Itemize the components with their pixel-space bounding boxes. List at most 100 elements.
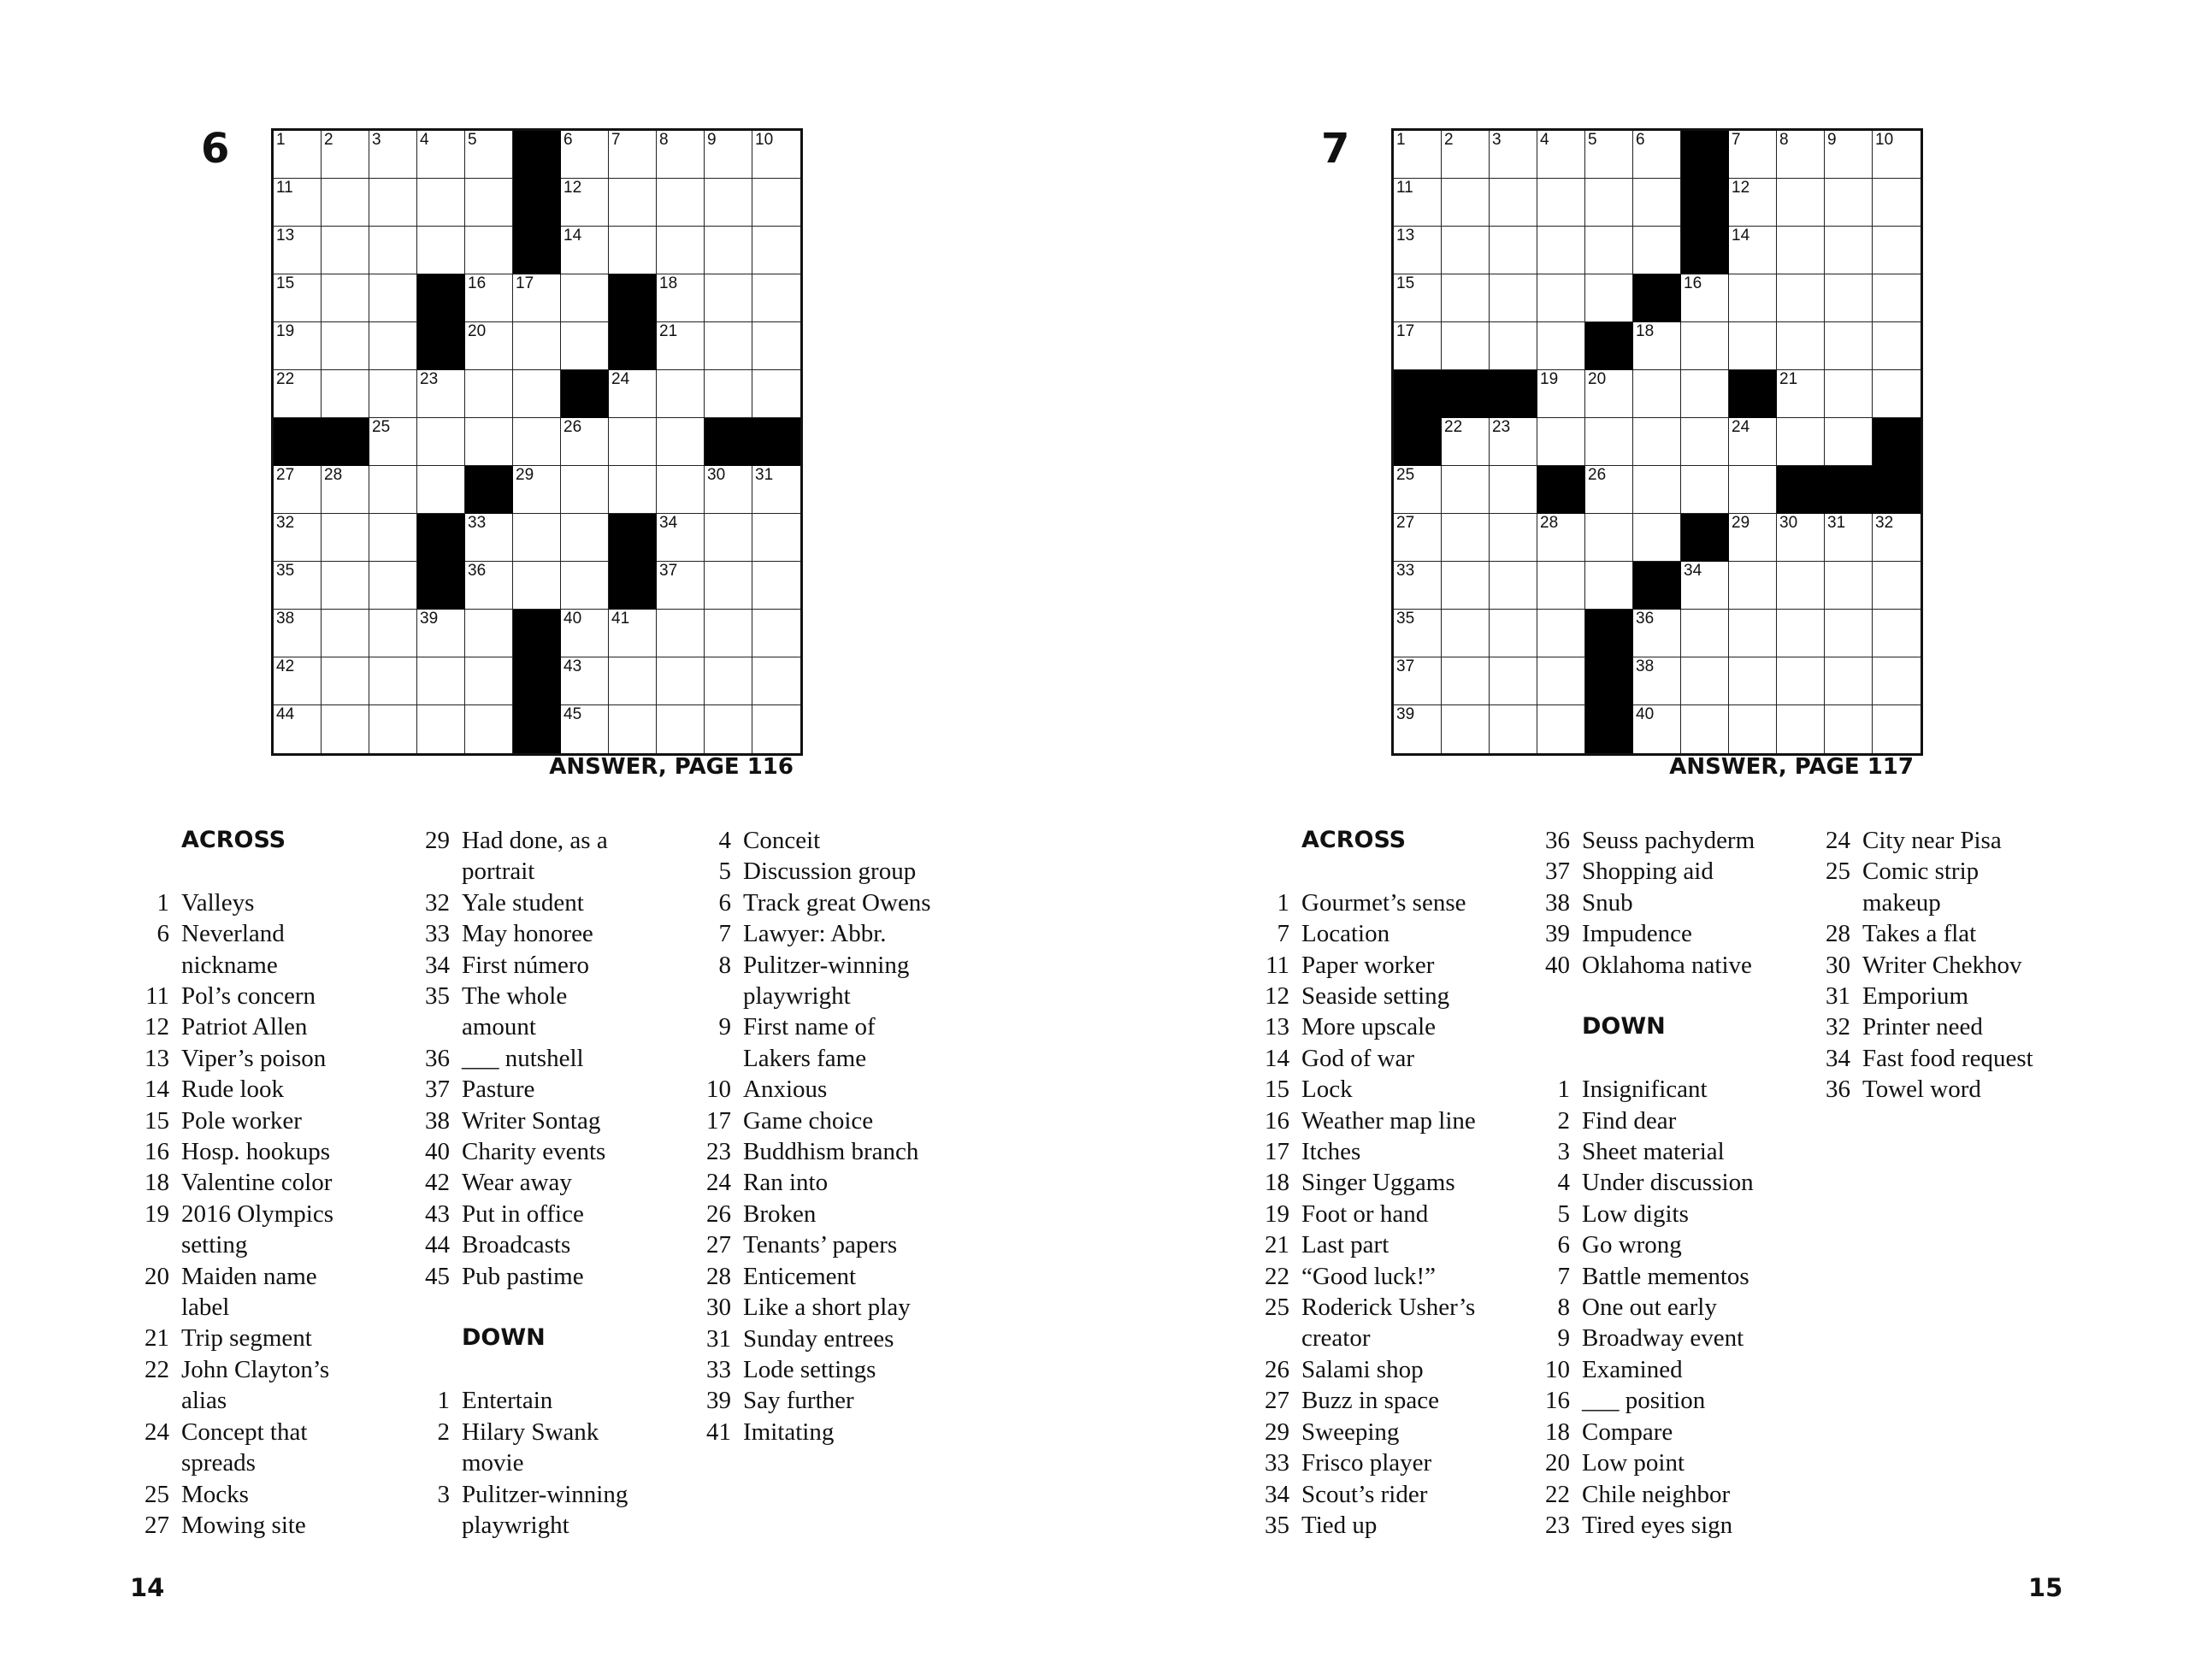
grid-cell[interactable] <box>657 227 705 274</box>
grid-cell[interactable] <box>417 705 465 753</box>
grid-cell[interactable] <box>1490 227 1537 274</box>
grid-cell[interactable] <box>705 610 752 657</box>
grid-cell[interactable] <box>1537 562 1585 610</box>
grid-cell[interactable]: 5 <box>465 131 513 179</box>
grid-cell[interactable]: 31 <box>752 466 800 514</box>
grid-cell[interactable]: 33 <box>1394 562 1442 610</box>
grid-cell[interactable] <box>513 322 561 370</box>
grid-cell[interactable] <box>1825 657 1873 705</box>
grid-cell[interactable]: 37 <box>657 562 705 610</box>
grid-cell[interactable]: 20 <box>465 322 513 370</box>
grid-cell[interactable] <box>705 562 752 610</box>
grid-cell[interactable]: 42 <box>274 657 322 705</box>
grid-cell[interactable] <box>561 466 609 514</box>
grid-cell[interactable] <box>561 562 609 610</box>
grid-cell[interactable] <box>369 322 417 370</box>
grid-cell[interactable] <box>1537 657 1585 705</box>
grid-cell[interactable] <box>465 418 513 466</box>
grid-cell[interactable] <box>1729 322 1777 370</box>
grid-cell[interactable] <box>705 370 752 418</box>
grid-cell[interactable] <box>1537 179 1585 227</box>
grid-cell[interactable] <box>1825 179 1873 227</box>
grid-cell[interactable] <box>705 322 752 370</box>
grid-cell[interactable] <box>1633 466 1681 514</box>
grid-cell[interactable] <box>322 705 369 753</box>
grid-cell[interactable]: 17 <box>1394 322 1442 370</box>
grid-cell[interactable] <box>1490 466 1537 514</box>
grid-cell[interactable] <box>1777 179 1825 227</box>
grid-cell[interactable] <box>1633 227 1681 274</box>
grid-cell[interactable] <box>465 657 513 705</box>
grid-cell[interactable]: 3 <box>369 131 417 179</box>
grid-cell[interactable]: 11 <box>1394 179 1442 227</box>
grid-cell[interactable]: 29 <box>513 466 561 514</box>
grid-cell[interactable] <box>1873 370 1921 418</box>
grid-cell[interactable]: 13 <box>274 227 322 274</box>
grid-cell[interactable] <box>322 274 369 322</box>
grid-cell[interactable] <box>1585 562 1633 610</box>
grid-cell[interactable]: 22 <box>1442 418 1490 466</box>
grid-cell[interactable]: 18 <box>657 274 705 322</box>
grid-cell[interactable] <box>657 418 705 466</box>
grid-cell[interactable] <box>1825 705 1873 753</box>
grid-cell[interactable] <box>369 274 417 322</box>
grid-cell[interactable] <box>609 418 657 466</box>
grid-cell[interactable] <box>1873 705 1921 753</box>
grid-cell[interactable] <box>1873 179 1921 227</box>
grid-cell[interactable] <box>609 705 657 753</box>
grid-cell[interactable] <box>1633 179 1681 227</box>
grid-cell[interactable] <box>1442 657 1490 705</box>
grid-cell[interactable]: 32 <box>1873 514 1921 562</box>
grid-cell[interactable] <box>657 657 705 705</box>
grid-cell[interactable] <box>513 562 561 610</box>
grid-cell[interactable]: 34 <box>657 514 705 562</box>
grid-cell[interactable]: 20 <box>1585 370 1633 418</box>
grid-cell[interactable]: 26 <box>561 418 609 466</box>
crossword-grid[interactable]: 1 2 3 4 5 6 7 8 9 10 11 12 13 14 15 16 17 18 19 20 21 22 23 24 2… <box>1391 128 1923 756</box>
grid-cell[interactable] <box>465 610 513 657</box>
grid-cell[interactable] <box>1873 562 1921 610</box>
grid-cell[interactable] <box>1777 657 1825 705</box>
grid-cell[interactable]: 43 <box>561 657 609 705</box>
grid-cell[interactable]: 27 <box>274 466 322 514</box>
grid-cell[interactable]: 4 <box>1537 131 1585 179</box>
grid-cell[interactable]: 16 <box>1681 274 1729 322</box>
grid-cell[interactable]: 27 <box>1394 514 1442 562</box>
grid-cell[interactable] <box>609 227 657 274</box>
grid-cell[interactable]: 5 <box>1585 131 1633 179</box>
grid-cell[interactable] <box>1729 657 1777 705</box>
grid-cell[interactable]: 2 <box>322 131 369 179</box>
grid-cell[interactable] <box>705 227 752 274</box>
grid-cell[interactable]: 28 <box>322 466 369 514</box>
grid-cell[interactable] <box>465 179 513 227</box>
grid-cell[interactable]: 39 <box>1394 705 1442 753</box>
grid-cell[interactable] <box>322 227 369 274</box>
grid-cell[interactable] <box>1490 322 1537 370</box>
grid-cell[interactable]: 38 <box>274 610 322 657</box>
grid-cell[interactable]: 15 <box>274 274 322 322</box>
grid-cell[interactable] <box>417 466 465 514</box>
grid-cell[interactable]: 17 <box>513 274 561 322</box>
grid-cell[interactable] <box>657 705 705 753</box>
grid-cell[interactable]: 25 <box>369 418 417 466</box>
grid-cell[interactable] <box>1777 705 1825 753</box>
grid-cell[interactable] <box>369 179 417 227</box>
grid-cell[interactable]: 9 <box>705 131 752 179</box>
grid-cell[interactable] <box>322 514 369 562</box>
grid-cell[interactable] <box>1729 705 1777 753</box>
grid-cell[interactable] <box>1537 274 1585 322</box>
grid-cell[interactable] <box>1873 610 1921 657</box>
grid-cell[interactable]: 18 <box>1633 322 1681 370</box>
grid-cell[interactable] <box>1490 514 1537 562</box>
grid-cell[interactable]: 35 <box>274 562 322 610</box>
grid-cell[interactable] <box>561 514 609 562</box>
grid-cell[interactable] <box>705 705 752 753</box>
grid-cell[interactable] <box>1490 179 1537 227</box>
grid-cell[interactable]: 34 <box>1681 562 1729 610</box>
grid-cell[interactable] <box>322 562 369 610</box>
grid-cell[interactable]: 19 <box>274 322 322 370</box>
grid-cell[interactable]: 8 <box>657 131 705 179</box>
grid-cell[interactable] <box>1633 370 1681 418</box>
grid-cell[interactable]: 11 <box>274 179 322 227</box>
grid-cell[interactable] <box>1442 514 1490 562</box>
